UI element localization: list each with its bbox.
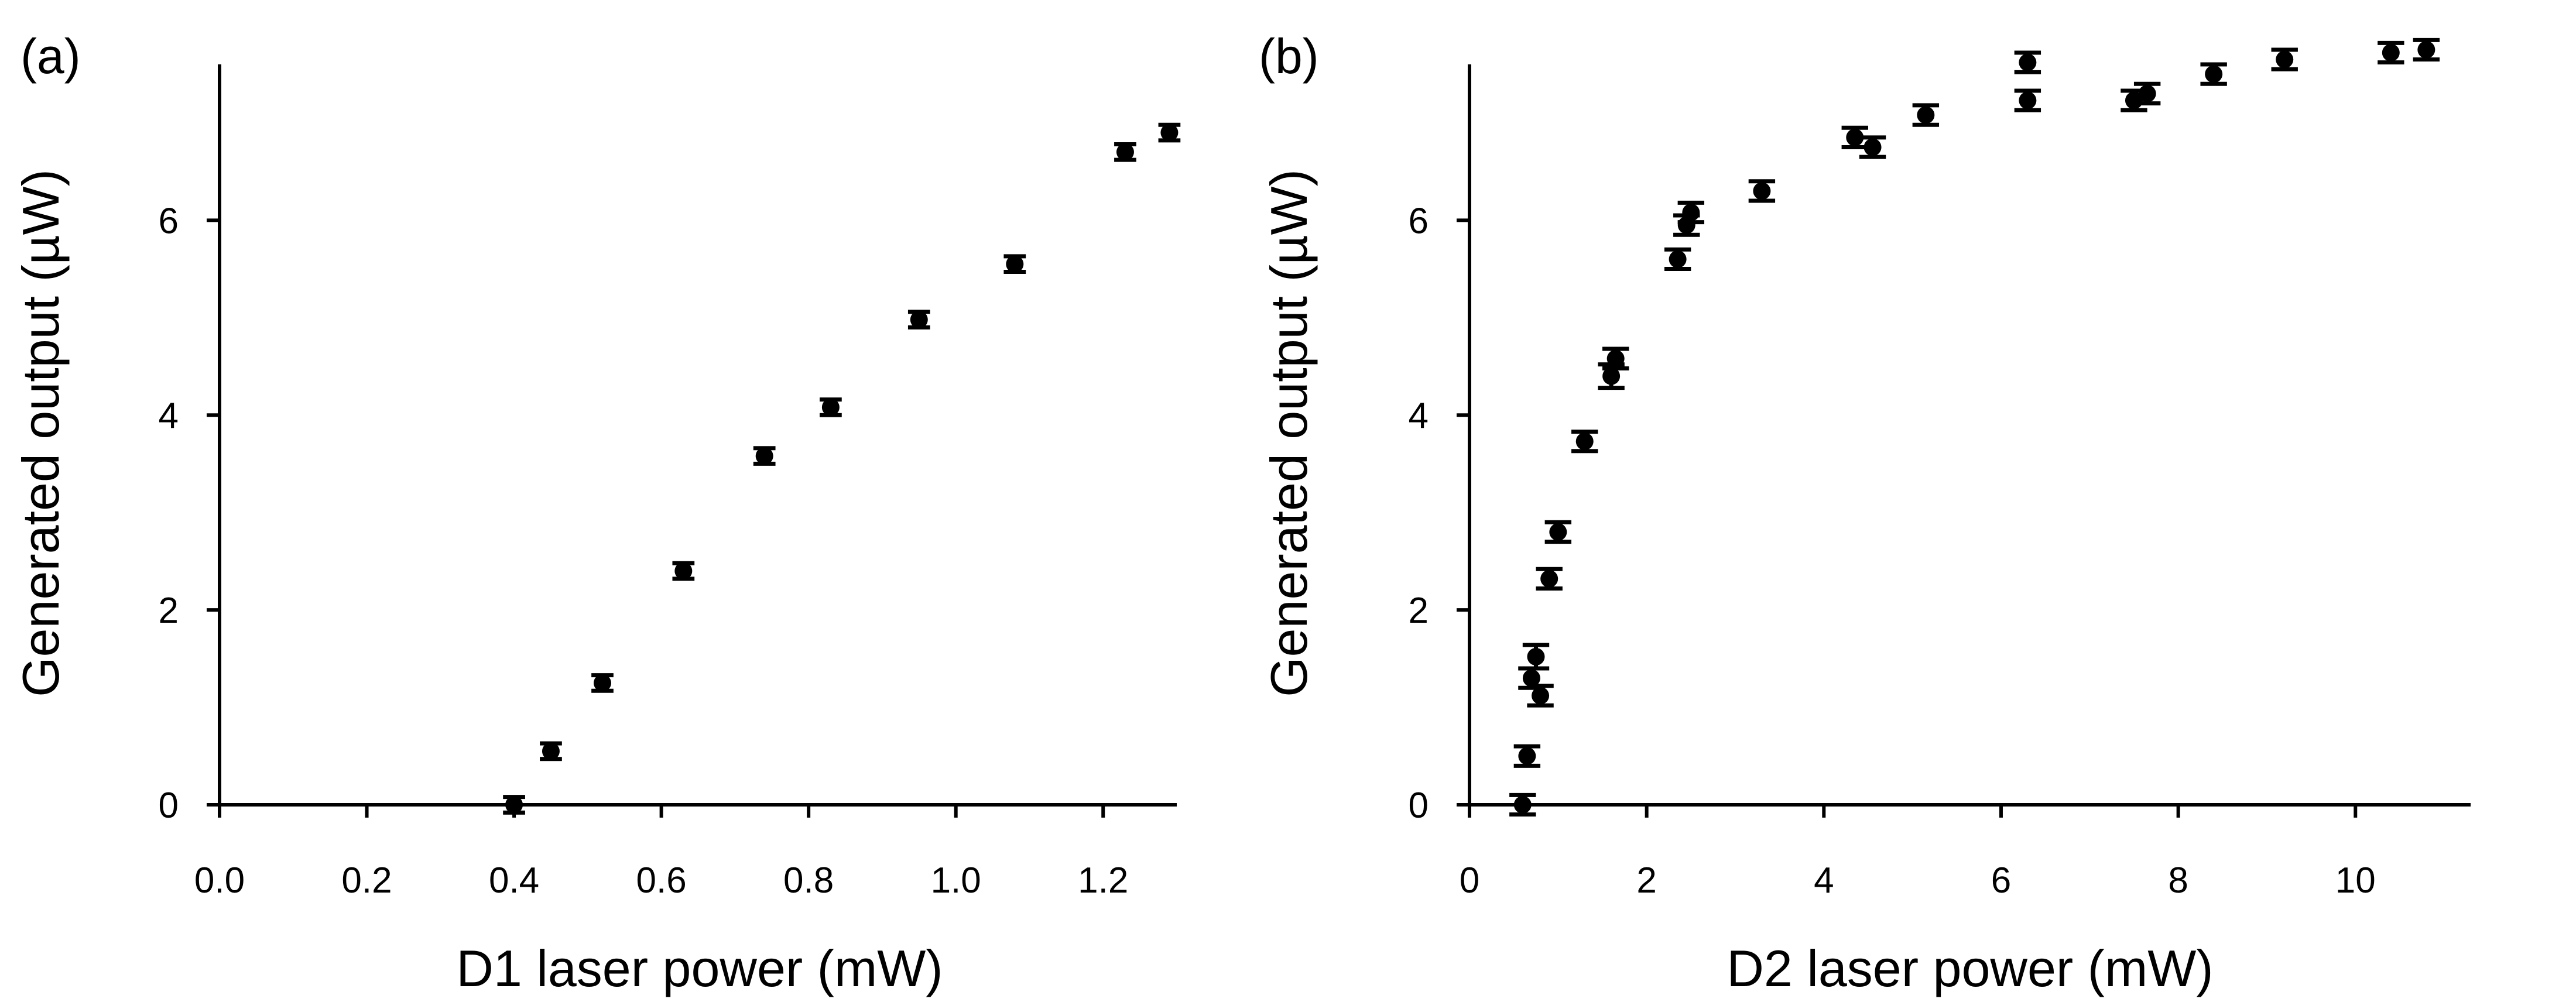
y-tick-label-b: 4 bbox=[1409, 396, 1429, 436]
marker-a bbox=[1116, 143, 1134, 161]
marker-b bbox=[1518, 747, 1536, 765]
data-point-b bbox=[1602, 346, 1629, 370]
x-tick-label-b: 0 bbox=[1460, 860, 1479, 901]
marker-a bbox=[594, 674, 611, 692]
x-tick-label-a: 0.8 bbox=[783, 860, 834, 901]
marks-a bbox=[503, 122, 1181, 815]
x-tick-label-a: 0.2 bbox=[341, 860, 392, 901]
x-axis-title-a: D1 laser power (mW) bbox=[456, 939, 943, 997]
y-axis-title-a: Generated output (µW) bbox=[12, 169, 70, 697]
y-tick-label-b: 2 bbox=[1409, 591, 1429, 631]
data-point-b bbox=[1859, 135, 1886, 159]
x-tick-label-b: 8 bbox=[2168, 860, 2188, 901]
x-tick-label-b: 2 bbox=[1636, 860, 1656, 901]
data-point-b bbox=[2378, 40, 2404, 65]
marker-a bbox=[821, 398, 840, 416]
marker-b bbox=[1669, 250, 1687, 268]
x-tick-label-b: 6 bbox=[1991, 860, 2011, 901]
y-tick-label-a: 2 bbox=[159, 591, 179, 631]
y-tick-label-a: 6 bbox=[159, 201, 179, 241]
marker-a bbox=[542, 742, 560, 760]
data-point-b bbox=[1522, 643, 1550, 671]
marker-b bbox=[2019, 53, 2037, 71]
marker-a bbox=[674, 562, 693, 580]
data-point-a bbox=[907, 310, 930, 330]
y-tick-label-a: 0 bbox=[159, 785, 179, 826]
y-tick-label-a: 4 bbox=[159, 396, 179, 436]
marker-b bbox=[1606, 349, 1625, 368]
x-tick-label-b: 10 bbox=[2335, 860, 2376, 901]
marker-b bbox=[1532, 687, 1550, 705]
data-point-b bbox=[1677, 200, 1705, 225]
x-tick-label-a: 0.0 bbox=[194, 860, 245, 901]
x-tick-label-a: 1.0 bbox=[931, 860, 981, 901]
x-tick-label-b: 4 bbox=[1814, 860, 1834, 901]
data-point-a bbox=[1114, 142, 1136, 162]
data-point-b bbox=[1841, 125, 1868, 149]
data-point-b bbox=[1912, 103, 1940, 127]
marker-a bbox=[755, 447, 773, 465]
x-tick-label-a: 0.4 bbox=[489, 860, 539, 901]
data-point-b bbox=[1748, 179, 1776, 203]
marker-b bbox=[1753, 182, 1771, 200]
marker-a bbox=[1160, 123, 1179, 142]
axes-b: 0 2 4 6 8 10 0 2 4 6 bbox=[1409, 64, 2471, 901]
marker-b bbox=[1549, 523, 1567, 541]
data-point-a bbox=[1003, 254, 1026, 274]
data-point-b bbox=[1513, 744, 1541, 768]
y-tick-label-b: 0 bbox=[1409, 785, 1429, 826]
data-point-a bbox=[503, 795, 525, 815]
data-point-b bbox=[2014, 50, 2041, 74]
marker-b bbox=[1917, 106, 1935, 124]
marker-b bbox=[2276, 50, 2294, 68]
data-point-a bbox=[540, 741, 562, 761]
marker-b bbox=[1527, 648, 1545, 665]
data-point-b bbox=[2014, 88, 2041, 112]
data-point-a bbox=[820, 397, 842, 417]
data-point-b bbox=[1536, 567, 1563, 591]
x-tick-label-a: 0.6 bbox=[636, 860, 687, 901]
marker-a bbox=[1006, 255, 1024, 273]
data-point-b bbox=[2413, 37, 2440, 62]
marks-b bbox=[1509, 37, 2440, 817]
panel-label-b: (b) bbox=[1259, 29, 1319, 84]
data-point-b bbox=[1664, 247, 1691, 272]
y-axis-title-b: Generated output (µW) bbox=[1260, 169, 1318, 697]
data-point-b bbox=[2133, 81, 2161, 106]
x-tick-label-a: 1.2 bbox=[1078, 860, 1128, 901]
data-point-b bbox=[2271, 47, 2298, 71]
data-point-a bbox=[672, 561, 695, 581]
marker-b bbox=[1513, 796, 1532, 814]
marker-b bbox=[1540, 569, 1558, 588]
panel-a: (a) Generated output (µW) D1 laser power… bbox=[12, 29, 1181, 997]
data-point-b bbox=[2200, 62, 2227, 86]
data-point-a bbox=[591, 673, 614, 693]
y-tick-label-b: 6 bbox=[1409, 201, 1429, 241]
marker-b bbox=[1846, 128, 1864, 146]
panel-label-a: (a) bbox=[20, 29, 81, 84]
data-point-a bbox=[1158, 122, 1181, 143]
marker-b bbox=[1602, 367, 1621, 385]
data-point-b bbox=[1509, 792, 1536, 817]
data-point-b bbox=[1544, 520, 1572, 544]
marker-b bbox=[2382, 44, 2400, 62]
data-point-a bbox=[753, 446, 776, 466]
marker-b bbox=[2138, 84, 2156, 102]
marker-b bbox=[2205, 65, 2223, 83]
data-point-b bbox=[1571, 430, 1598, 454]
marker-a bbox=[505, 796, 523, 814]
x-axis-title-b: D2 laser power (mW) bbox=[1727, 939, 2213, 997]
marker-b bbox=[1682, 204, 1700, 221]
marker-b bbox=[1575, 433, 1594, 451]
marker-b bbox=[1522, 669, 1540, 687]
panel-b: (b) Generated output (µW) D2 laser power… bbox=[1259, 29, 2471, 997]
axes-a: 0.0 0.2 0.4 0.6 0.8 1.0 1.2 0 2 4 6 bbox=[159, 64, 1177, 901]
marker-b bbox=[1864, 138, 1882, 156]
marker-a bbox=[910, 311, 928, 329]
data-point-b bbox=[1527, 684, 1554, 708]
marker-b bbox=[2417, 41, 2435, 59]
marker-b bbox=[2019, 91, 2037, 109]
